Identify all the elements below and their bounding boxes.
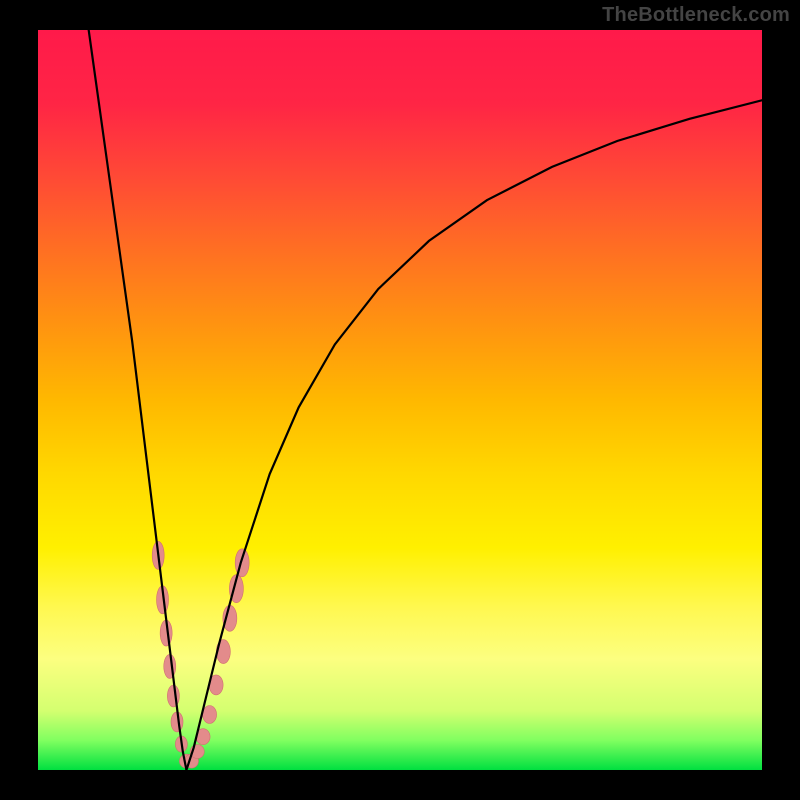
chart-background-gradient xyxy=(38,30,762,770)
bottleneck-chart xyxy=(0,0,800,800)
watermark-text: TheBottleneck.com xyxy=(602,4,790,27)
data-marker xyxy=(203,706,217,724)
